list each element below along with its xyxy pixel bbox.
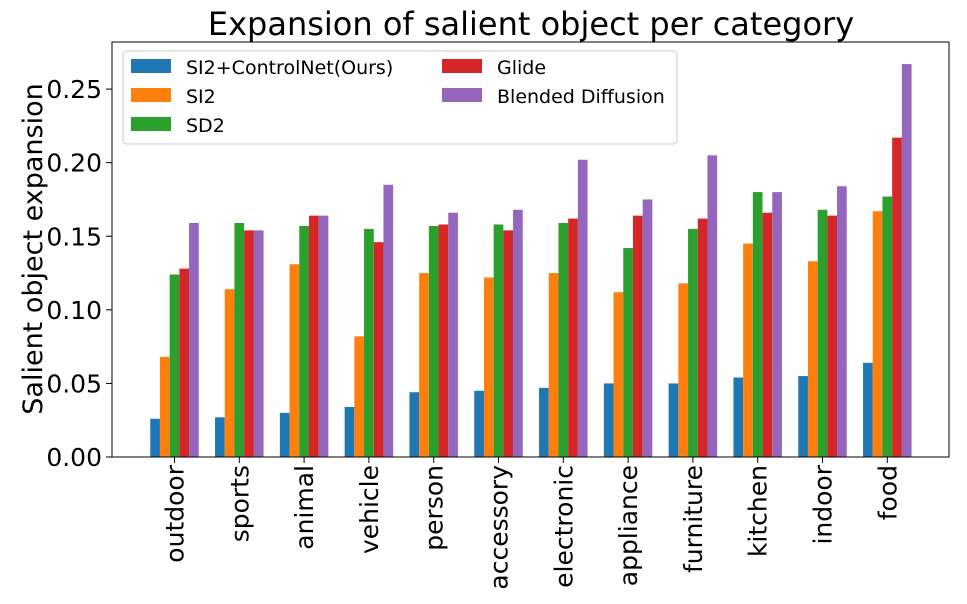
legend-label-0: SI2+ControlNet(Ours): [186, 57, 393, 79]
legend: SI2+ControlNet(Ours) SI2 SD2 Glide Blended D…: [122, 50, 678, 145]
x-tick-label-appliance: appliance: [614, 465, 643, 586]
bar-person-series-4: [448, 212, 458, 457]
bar-furniture-series-0: [668, 383, 679, 457]
x-tick-label-outdoor: outdoor: [161, 464, 190, 562]
plot-frame: [111, 41, 950, 458]
bar-furniture-series-3: [697, 218, 708, 457]
bar-sports-series-3: [244, 230, 254, 457]
bar-outdoor-series-3: [179, 268, 190, 457]
bar-sports-series-1: [224, 289, 235, 457]
x-tick-label-person: person: [420, 465, 449, 551]
bar-person-series-0: [409, 392, 420, 457]
bar-person-series-2: [428, 225, 439, 457]
bar-furniture-series-4: [707, 155, 718, 457]
bar-kitchen-series-4: [772, 192, 782, 458]
bar-indoor-series-2: [817, 209, 828, 457]
y-axis-label: Salient object expansion: [18, 83, 49, 414]
bar-kitchen-series-0: [733, 377, 744, 457]
bar-sports-series-0: [215, 417, 225, 457]
y-tick-label: 0.20: [46, 149, 102, 178]
bar-electronic-series-2: [558, 223, 569, 457]
bar-vehicle-series-0: [344, 406, 355, 457]
bar-vehicle-series-2: [364, 228, 374, 457]
bar-food-series-4: [901, 64, 912, 457]
bar-outdoor-series-1: [159, 356, 170, 457]
bar-sports-series-4: [253, 230, 264, 457]
bar-electronic-series-3: [568, 218, 578, 457]
bar-outdoor-series-4: [189, 223, 199, 457]
legend-swatch-0: [131, 59, 171, 73]
bar-outdoor-series-0: [150, 418, 160, 457]
bar-kitchen-series-3: [762, 212, 773, 457]
bar-indoor-series-3: [827, 215, 838, 457]
bar-animal-series-1: [289, 264, 300, 457]
y-tick-label: 0.15: [46, 222, 102, 251]
bars-group: [150, 64, 912, 458]
x-tick-label-indoor: indoor: [809, 464, 838, 544]
legend-box: [122, 50, 678, 145]
x-tick-label-electronic: electronic: [549, 465, 578, 588]
bar-appliance-series-1: [613, 292, 624, 457]
bar-accessory-series-4: [513, 209, 523, 457]
chart-title: Expansion of salient object per category: [208, 5, 854, 43]
bar-indoor-series-1: [807, 261, 818, 457]
x-tick-label-furniture: furniture: [679, 465, 708, 573]
bar-person-series-3: [438, 224, 449, 457]
legend-swatch-2: [131, 117, 171, 131]
bar-indoor-series-4: [837, 186, 847, 457]
bar-food-series-2: [882, 196, 893, 457]
legend-swatch-1: [131, 88, 171, 102]
x-tick-label-vehicle: vehicle: [355, 465, 384, 554]
legend-label-4: Blended Diffusion: [497, 86, 665, 108]
y-tick-label: 0.10: [46, 296, 102, 325]
bar-vehicle-series-4: [383, 184, 394, 457]
bar-animal-series-0: [279, 412, 290, 457]
y-tick-label: 0.00: [46, 443, 102, 472]
bar-appliance-series-2: [623, 248, 633, 457]
bar-person-series-1: [419, 273, 429, 457]
bar-accessory-series-2: [493, 224, 504, 457]
bar-animal-series-3: [308, 215, 319, 457]
bar-sports-series-2: [234, 223, 245, 457]
y-axis: 0.00 0.05 0.10 0.15 0.20 0.25: [46, 75, 112, 472]
bar-indoor-series-0: [798, 376, 808, 457]
bar-accessory-series-1: [483, 277, 494, 457]
bar-accessory-series-3: [503, 230, 514, 457]
legend-label-1: SI2: [186, 86, 216, 108]
bar-electronic-series-4: [577, 159, 588, 458]
bar-appliance-series-0: [603, 383, 614, 457]
legend-label-3: Glide: [497, 57, 546, 79]
x-tick-label-accessory: accessory: [485, 465, 514, 590]
legend-label-2: SD2: [186, 115, 225, 137]
y-tick-label: 0.05: [46, 369, 102, 398]
x-tick-label-animal: animal: [290, 465, 319, 550]
bar-food-series-3: [892, 137, 902, 457]
bar-electronic-series-0: [539, 387, 549, 457]
bar-animal-series-2: [299, 225, 309, 457]
x-tick-label-sports: sports: [225, 465, 254, 542]
bar-electronic-series-1: [548, 273, 559, 457]
bar-appliance-series-4: [642, 199, 653, 457]
x-tick-label-kitchen: kitchen: [744, 465, 773, 557]
x-tick-label-food: food: [873, 465, 902, 520]
x-axis: outdoor sports animal vehicle person accessor…: [161, 457, 902, 590]
bar-furniture-series-2: [688, 228, 698, 457]
bar-kitchen-series-1: [743, 243, 753, 457]
legend-swatch-4: [442, 88, 482, 102]
y-tick-label: 0.25: [46, 75, 102, 104]
bar-animal-series-4: [318, 215, 329, 457]
bar-kitchen-series-2: [752, 192, 763, 458]
bar-food-series-0: [863, 362, 873, 457]
legend-swatch-3: [442, 59, 482, 73]
bar-furniture-series-1: [678, 283, 689, 457]
bar-accessory-series-0: [474, 390, 484, 457]
bar-food-series-1: [872, 211, 883, 457]
bar-appliance-series-3: [632, 215, 643, 457]
bar-vehicle-series-1: [354, 336, 365, 457]
bar-vehicle-series-3: [373, 242, 384, 457]
bar-outdoor-series-2: [169, 274, 180, 457]
